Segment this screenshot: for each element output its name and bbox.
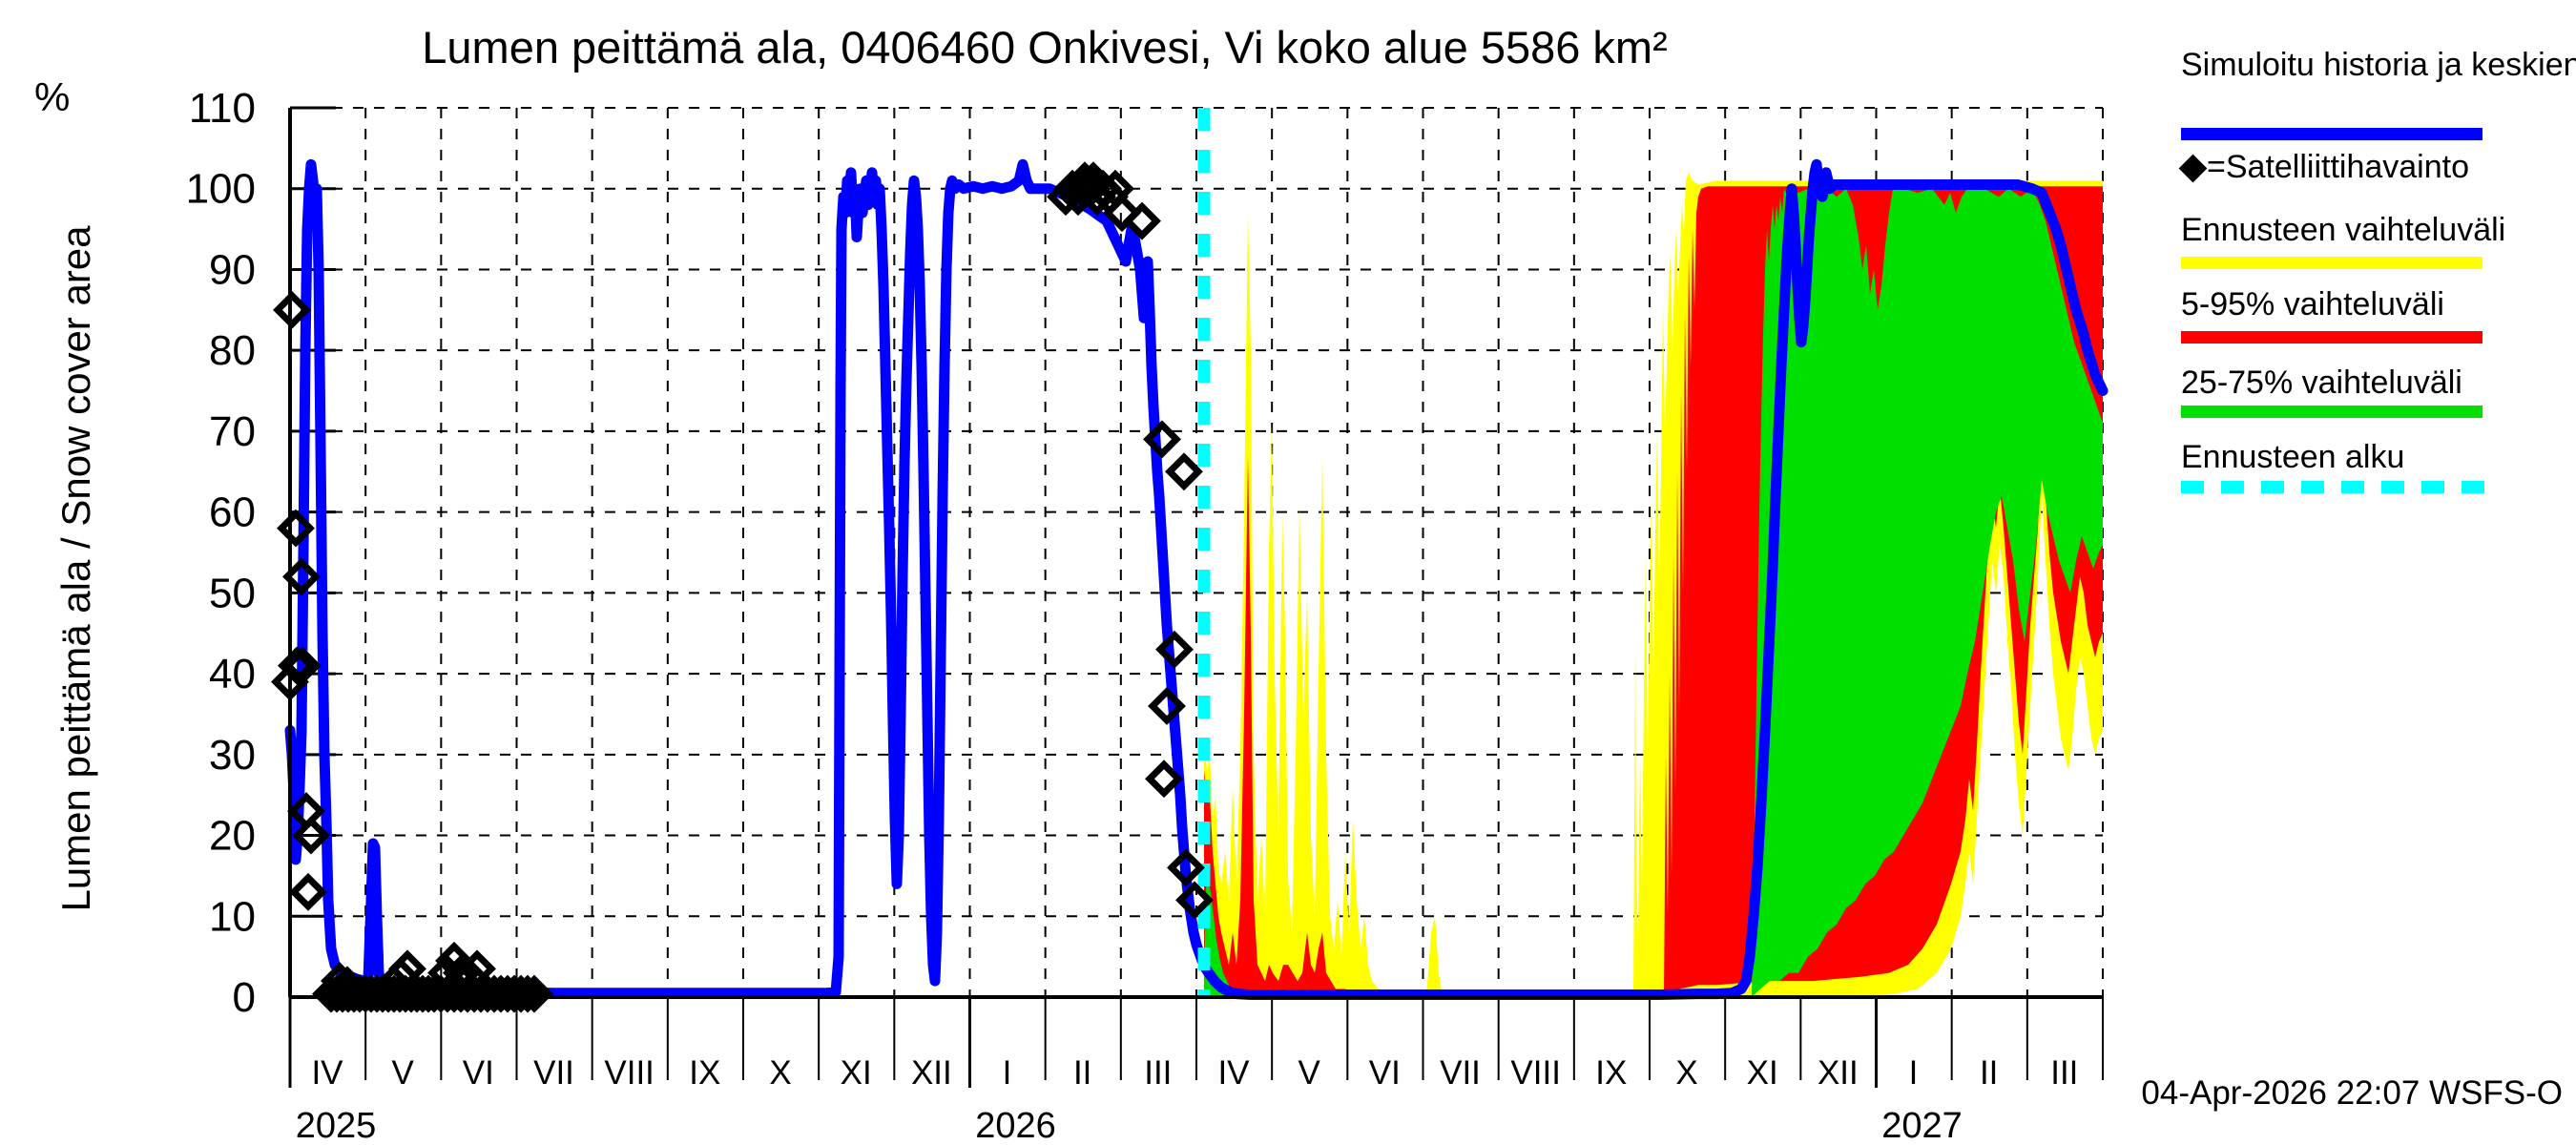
satellite-observation-marker bbox=[1103, 194, 1141, 233]
y-tick-label: 110 bbox=[189, 85, 256, 132]
legend-swatch-median-line bbox=[2181, 128, 2483, 140]
x-tick-label: VIII bbox=[604, 1054, 654, 1092]
legend-item-forecast-start: Ennusteen alku bbox=[2181, 439, 2404, 476]
x-tick-label: VII bbox=[1440, 1054, 1481, 1092]
band-full-range-spring bbox=[1204, 213, 1443, 998]
x-tick-label: IX bbox=[1595, 1054, 1627, 1092]
y-tick-label: 50 bbox=[209, 570, 256, 616]
x-year-label: 2027 bbox=[1881, 1106, 1963, 1145]
y-axis-unit: % bbox=[34, 74, 71, 119]
legend-label: =Satelliittihavainto bbox=[2207, 149, 2470, 185]
x-tick-label: II bbox=[1073, 1054, 1091, 1092]
legend-swatch-forecast-start bbox=[2181, 481, 2496, 493]
x-tick-label: X bbox=[1675, 1054, 1697, 1092]
x-tick-label: V bbox=[1298, 1054, 1320, 1092]
y-tick-label: 0 bbox=[233, 974, 256, 1021]
x-tick-label: IV bbox=[311, 1054, 343, 1092]
satellite-observation-marker bbox=[1145, 760, 1183, 799]
x-year-label: 2025 bbox=[296, 1106, 377, 1145]
y-tick-label: 60 bbox=[209, 489, 256, 536]
x-tick-label: XI bbox=[1747, 1054, 1778, 1092]
satellite-observation-marker bbox=[278, 646, 316, 685]
chart-title: Lumen peittämä ala, 0406460 Onkivesi, Vi… bbox=[422, 22, 1668, 73]
x-tick-label: VI bbox=[463, 1054, 494, 1092]
x-tick-label: X bbox=[769, 1054, 791, 1092]
x-tick-label: IX bbox=[689, 1054, 720, 1092]
x-tick-label: VIII bbox=[1510, 1054, 1561, 1092]
diamond-marker-icon bbox=[2178, 154, 2208, 182]
satellite-observation-marker bbox=[277, 509, 315, 548]
legend-item-simulated-history: Simuloitu historia ja keskiennuste bbox=[2181, 47, 2576, 83]
x-tick-label: VII bbox=[533, 1054, 574, 1092]
legend-item-forecast-range: Ennusteen vaihteluväli bbox=[2181, 212, 2505, 249]
satellite-observation-marker bbox=[283, 646, 322, 685]
x-tick-label: VI bbox=[1369, 1054, 1401, 1092]
y-tick-label: 20 bbox=[209, 813, 256, 860]
x-tick-label: IV bbox=[1217, 1054, 1250, 1092]
satellite-observation-marker bbox=[1167, 848, 1205, 887]
legend-label: Simuloitu historia ja keskiennuste bbox=[2181, 47, 2576, 83]
y-tick-label: 10 bbox=[209, 893, 256, 940]
x-tick-label: III bbox=[2050, 1054, 2078, 1092]
satellite-observation-marker bbox=[1155, 630, 1194, 669]
satellite-observation-marker bbox=[502, 974, 540, 1013]
y-tick-label: 90 bbox=[209, 246, 256, 293]
band-5-95-spring bbox=[1204, 455, 1364, 997]
legend-label: Ennusteen alku bbox=[2181, 439, 2405, 475]
satellite-observation-marker bbox=[509, 974, 547, 1013]
satellite-observation-marker bbox=[1148, 687, 1186, 725]
legend: Simuloitu historia ja keskiennuste =Sate… bbox=[2178, 0, 2576, 534]
x-tick-label: V bbox=[391, 1054, 414, 1092]
band-25-75-winter bbox=[1752, 188, 2103, 997]
x-tick-label: I bbox=[1003, 1054, 1012, 1092]
legend-label: Ennusteen vaihteluväli bbox=[2181, 212, 2506, 248]
legend-swatch-5-95-range bbox=[2181, 331, 2483, 344]
legend-label: 5-95% vaihteluväli bbox=[2181, 286, 2444, 323]
band-25-75-spring bbox=[1204, 867, 1245, 997]
x-tick-label: II bbox=[1980, 1054, 1998, 1092]
legend-swatch-25-75-range bbox=[2181, 406, 2483, 418]
legend-item-5-95-range: 5-95% vaihteluväli bbox=[2181, 286, 2444, 323]
satellite-observation-marker bbox=[1175, 881, 1214, 920]
x-year-label: 2026 bbox=[975, 1106, 1056, 1145]
satellite-observation-marker bbox=[1123, 201, 1161, 240]
satellite-observation-marker bbox=[292, 816, 330, 855]
satellite-observation-marker bbox=[515, 974, 553, 1013]
legend-swatch-full-range bbox=[2181, 257, 2483, 269]
x-tick-label: III bbox=[1144, 1054, 1172, 1092]
x-tick-label: XI bbox=[841, 1054, 872, 1092]
y-tick-label: 100 bbox=[186, 166, 256, 213]
plot-timestamp: 04-Apr-2026 22:07 WSFS-O bbox=[2141, 1074, 2563, 1112]
legend-label: 25-75% vaihteluväli bbox=[2181, 364, 2462, 401]
y-tick-label: 30 bbox=[209, 732, 256, 779]
y-tick-label: 80 bbox=[209, 327, 256, 374]
satellite-observation-marker bbox=[289, 872, 327, 911]
y-axis-label: Lumen peittämä ala / Snow cover area bbox=[53, 225, 98, 912]
x-tick-label: XII bbox=[911, 1054, 952, 1092]
legend-item-satellite-observation: =Satelliittihavainto bbox=[2178, 149, 2470, 186]
legend-item-25-75-range: 25-75% vaihteluväli bbox=[2181, 364, 2462, 402]
y-tick-label: 40 bbox=[209, 651, 256, 697]
y-tick-label: 70 bbox=[209, 408, 256, 455]
satellite-observation-marker bbox=[1143, 420, 1181, 459]
x-tick-label: XII bbox=[1818, 1054, 1859, 1092]
x-tick-label: I bbox=[1909, 1054, 1919, 1092]
satellite-observation-marker bbox=[1165, 452, 1203, 491]
